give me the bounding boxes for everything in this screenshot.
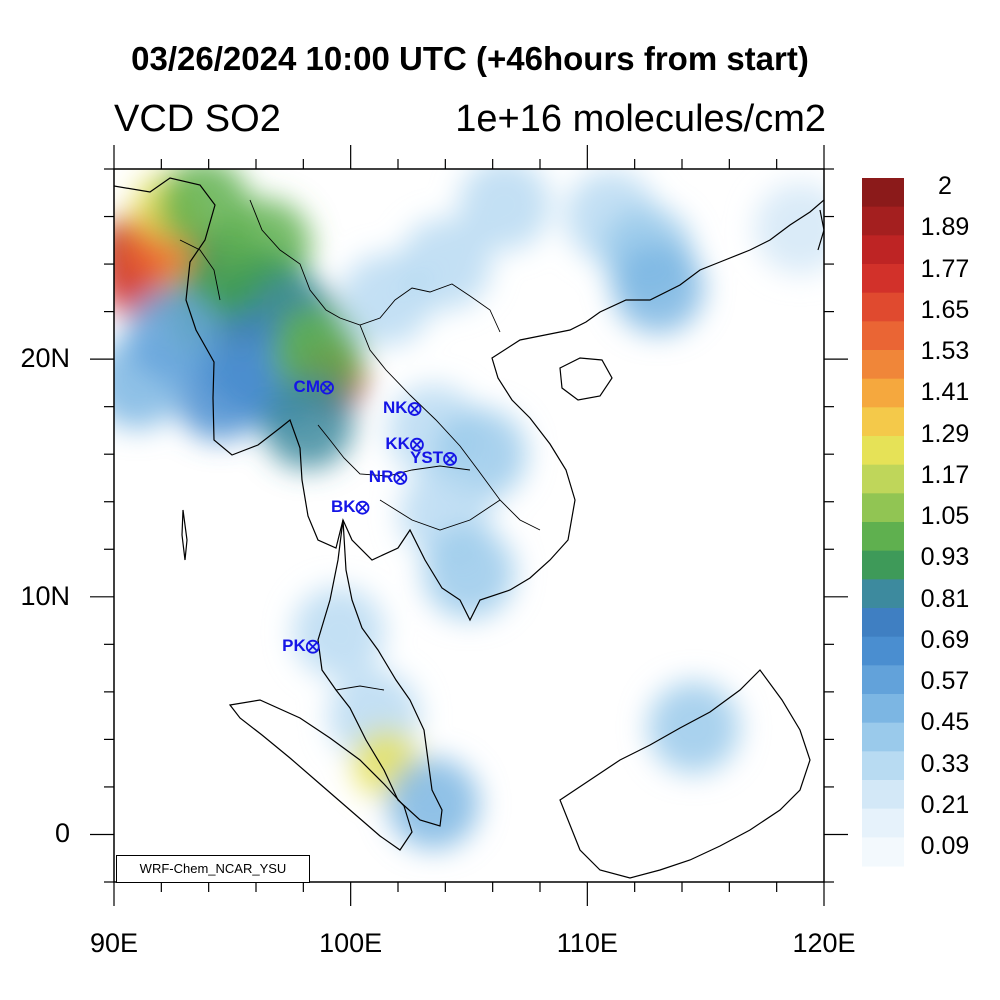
colorbar-swatch (862, 694, 904, 724)
lon-tick-label: 120E (792, 928, 856, 958)
lat-tick-label: 0 (54, 818, 70, 849)
colorbar-tick-label: 1.65 (920, 295, 970, 324)
colorbar-tick-label: 0.33 (920, 749, 970, 778)
colorbar-tick-label: 1.53 (920, 337, 970, 365)
colorbar-swatch (862, 751, 904, 781)
map-frame (113, 168, 825, 883)
colorbar-swatch (862, 378, 904, 408)
colorbar-swatch (862, 235, 904, 265)
variable-name: VCD SO2 (114, 98, 281, 140)
colorbar-swatch (862, 292, 904, 322)
site-marker-icon (320, 380, 334, 395)
colorbar-tick-label: 0.45 (920, 708, 970, 737)
site-marker-icon (355, 500, 370, 515)
colorbar-swatch (862, 436, 904, 466)
colorbar-swatch (862, 780, 904, 810)
so2-plume-blob (754, 182, 824, 275)
colorbar-swatch (862, 178, 904, 208)
colorbar-tick-label: 1.89 (920, 213, 970, 242)
colorbar-swatch (862, 321, 904, 351)
coastlines (114, 177, 824, 879)
lat-tick-label: 10N (20, 580, 70, 611)
site-marker-icon (407, 402, 422, 416)
colorbar-tick-label: 0.93 (920, 543, 970, 572)
site-marker-icon (393, 471, 408, 485)
model-credit: WRF-Chem_NCAR_YSU (116, 855, 310, 883)
colorbar-swatch (862, 665, 904, 695)
site-marker-icon (443, 452, 457, 466)
country-borders (179, 199, 541, 691)
colorbar-swatch (862, 837, 904, 867)
site-label: KK (385, 433, 410, 453)
colorbar-swatch (862, 464, 904, 494)
colorbar-swatch (862, 608, 904, 638)
colorbar-tick-label: 1.77 (920, 254, 970, 283)
colorbar-swatch (862, 206, 904, 236)
figure-title: 03/26/2024 10:00 UTC (+46hours from star… (131, 40, 809, 77)
axis-ticks (90, 145, 848, 906)
colorbar-tick-label: 0.09 (920, 832, 970, 860)
colorbar-swatch (862, 550, 904, 580)
colorbar-tick-label: 0.21 (920, 790, 970, 819)
colorbar-swatch (862, 350, 904, 380)
colorbar-swatch (862, 493, 904, 523)
colorbar-tick-label: 1.29 (920, 419, 970, 448)
colorbar-swatch (862, 722, 904, 752)
colorbar-swatch (862, 407, 904, 437)
so2-plume-blob (423, 527, 515, 620)
lon-tick-label: 100E (319, 928, 383, 958)
lon-tick-label: 90E (89, 928, 139, 958)
site-label: CM (293, 376, 320, 396)
colorbar-swatch (862, 636, 904, 666)
colorbar-swatch (862, 579, 904, 609)
site-label: NK (383, 398, 408, 418)
colorbar-tick-label: 1.17 (920, 460, 970, 489)
colorbar-tick-label: 2 (938, 172, 952, 200)
colorbar-swatch (862, 808, 904, 838)
colorbar (862, 178, 904, 867)
colorbar-tick-label: 0.69 (920, 625, 970, 654)
so2-plume-blob (271, 306, 364, 399)
site-marker-icon (305, 639, 320, 654)
so2-plume-blob (127, 289, 220, 382)
lon-tick-label: 110E (556, 928, 618, 958)
colorbar-tick-label: 1.41 (920, 378, 970, 407)
so2-plume-blob (612, 241, 705, 334)
so2-plume-blob (399, 218, 492, 311)
site-label: BK (330, 496, 356, 516)
site-marker-icon (410, 437, 424, 452)
site-label: NR (368, 466, 394, 486)
site-label: PK (282, 635, 306, 655)
colorbar-tick-label: 0.81 (920, 584, 970, 613)
units-label: 1e+16 molecules/cm2 (455, 98, 826, 140)
site-markers (305, 380, 457, 654)
colorbar-swatch (862, 522, 904, 552)
so2-plume-blob (292, 586, 385, 679)
so2-plume-blob (458, 169, 551, 251)
colorbar-tick-label: 0.57 (920, 667, 970, 695)
lat-tick-label: 20N (20, 343, 70, 374)
so2-plume-blob (647, 681, 740, 774)
colorbar-swatch (862, 264, 904, 294)
site-label: YST (410, 447, 444, 467)
so2-plume-blob (262, 377, 355, 470)
colorbar-tick-label: 1.05 (920, 502, 970, 530)
